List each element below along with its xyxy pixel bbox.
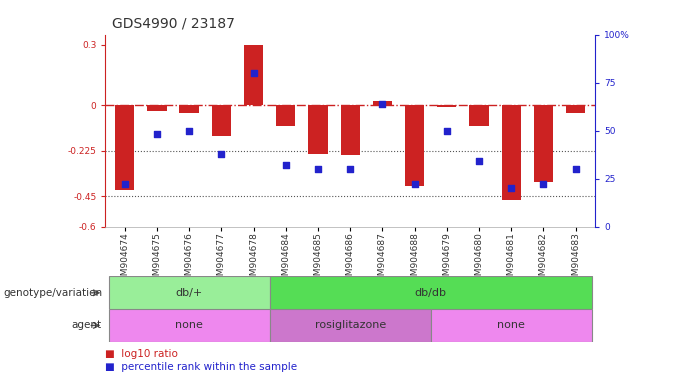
Point (184, 127, 194, 134)
Bar (566, 105, 585, 113)
Point (216, 151, 227, 157)
Text: GDS4990 / 23187: GDS4990 / 23187 (112, 17, 235, 31)
Text: agent: agent (72, 320, 102, 331)
Bar (109, 309, 270, 342)
Point (248, 70, 259, 76)
Text: ■  percentile rank within the sample: ■ percentile rank within the sample (105, 362, 298, 372)
Bar (211, 105, 231, 136)
Bar (373, 101, 392, 105)
Text: ■  log10 ratio: ■ log10 ratio (105, 349, 178, 359)
Bar (270, 276, 592, 309)
Bar (405, 105, 424, 186)
Bar (180, 105, 199, 113)
Text: db/+: db/+ (175, 288, 203, 298)
Bar (341, 105, 360, 155)
Bar (469, 105, 489, 126)
Point (441, 127, 452, 134)
Bar (148, 105, 167, 111)
Bar (270, 309, 430, 342)
Point (538, 181, 549, 187)
Text: db/db: db/db (415, 288, 447, 298)
Point (571, 166, 581, 172)
Bar (534, 105, 553, 182)
Point (280, 162, 291, 168)
Point (345, 166, 356, 172)
Bar (109, 276, 270, 309)
Bar (502, 105, 521, 200)
Point (152, 131, 163, 137)
Bar (244, 45, 263, 105)
Text: genotype/variation: genotype/variation (3, 288, 102, 298)
Text: none: none (175, 320, 203, 331)
Bar (308, 105, 328, 154)
Text: rosiglitazone: rosiglitazone (315, 320, 386, 331)
Bar (276, 105, 295, 126)
Text: none: none (497, 320, 525, 331)
Point (473, 158, 484, 164)
Point (377, 101, 388, 107)
Bar (437, 105, 456, 107)
Point (313, 166, 324, 172)
Point (506, 185, 517, 191)
Bar (430, 309, 592, 342)
Point (119, 181, 130, 187)
Point (409, 181, 420, 187)
Bar (115, 105, 135, 190)
